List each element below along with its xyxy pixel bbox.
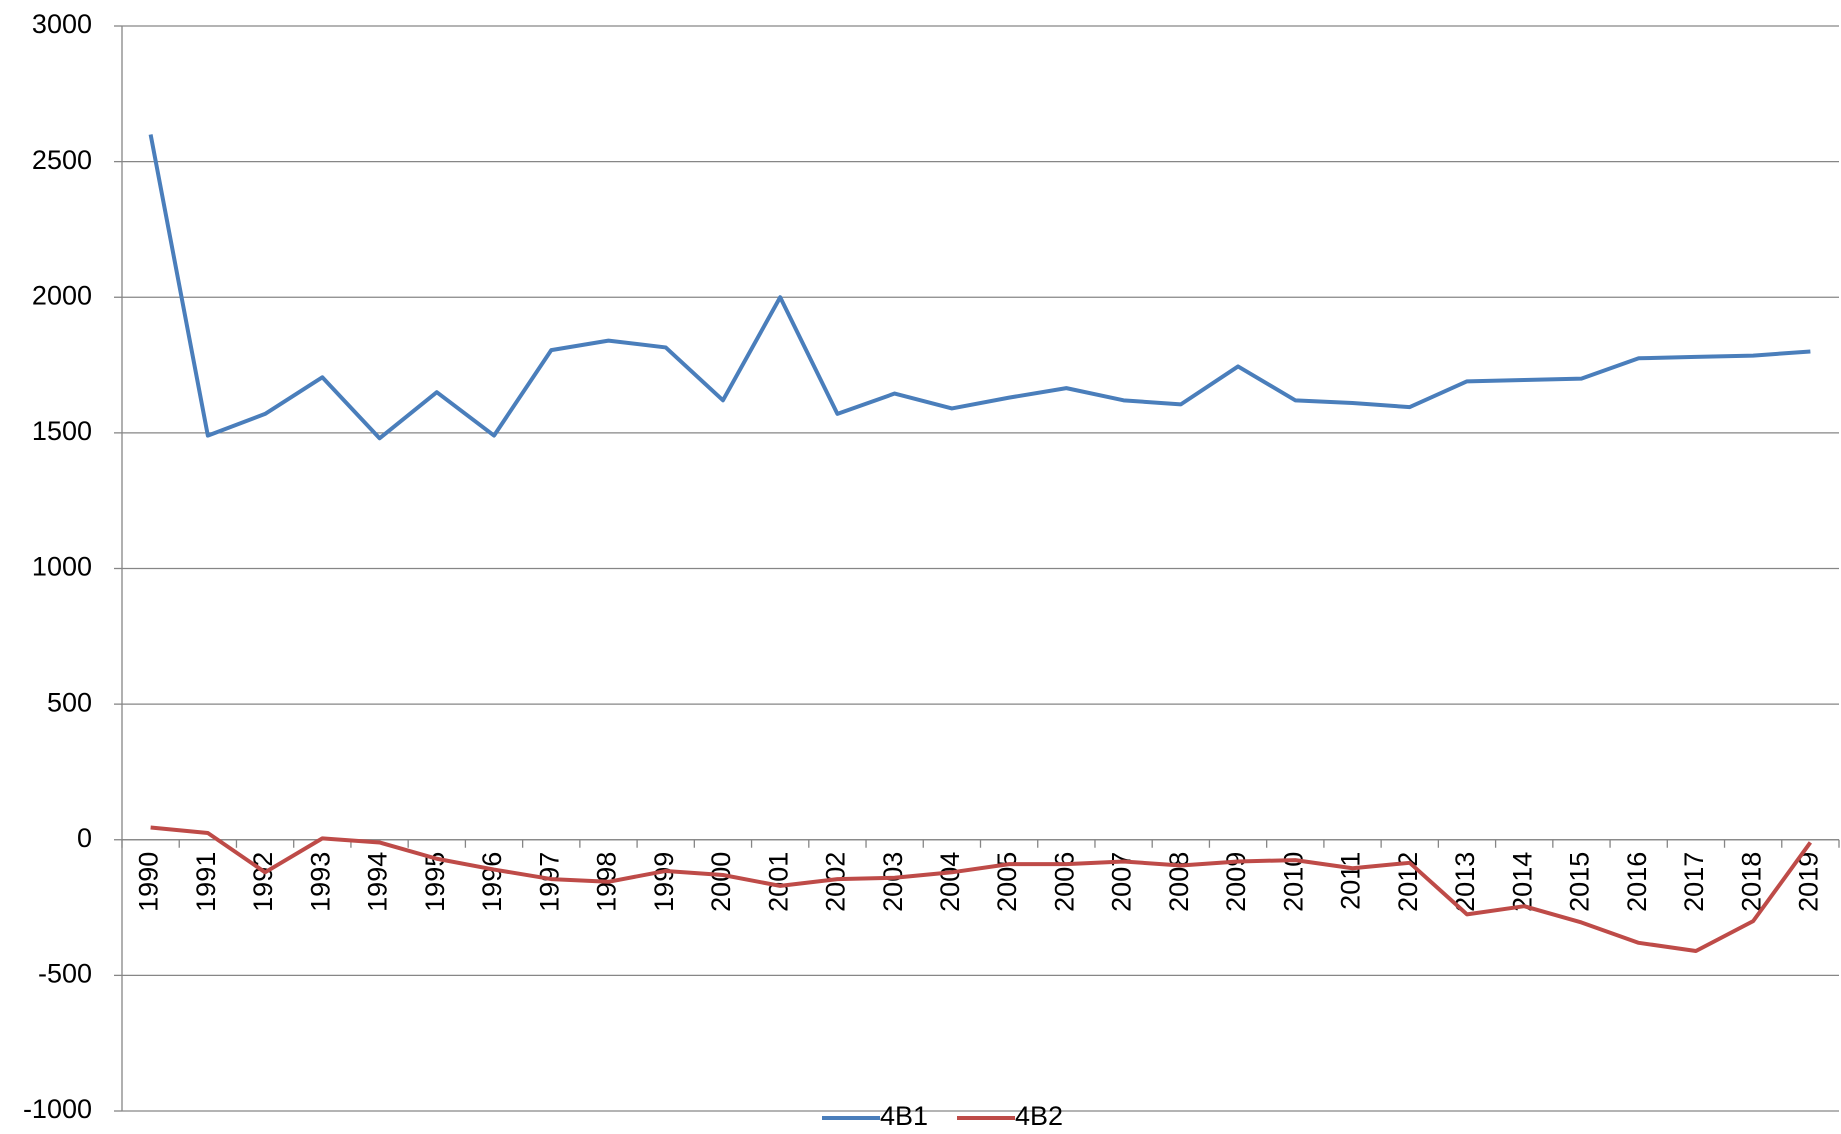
y-tick-label: 2000: [32, 280, 92, 310]
x-tick-label: 1997: [534, 852, 564, 912]
y-tick-label: 1000: [32, 552, 92, 582]
legend-label: 4B1: [880, 1101, 928, 1131]
series-line: [148, 134, 1811, 441]
x-tick-label: 2004: [935, 852, 965, 912]
x-tick-label: 2016: [1622, 852, 1652, 912]
series-line: [150, 825, 1812, 953]
x-tick-label: 1996: [477, 852, 507, 912]
x-tick-label: 2014: [1507, 852, 1537, 912]
x-tick-label: 2017: [1679, 852, 1709, 912]
x-tick-label: 2006: [1049, 852, 1079, 912]
x-tick-label: 2012: [1393, 852, 1423, 912]
x-tick-label: 2011: [1336, 852, 1366, 910]
x-tick-label: 2000: [706, 852, 736, 912]
y-tick-label: 1500: [32, 416, 92, 446]
y-tick-label: -1000: [23, 1094, 92, 1124]
x-tick-label: 1990: [134, 852, 164, 912]
x-tick-label: 1999: [649, 852, 679, 912]
y-tick-label: 3000: [32, 9, 92, 39]
x-tick-label: 2003: [878, 852, 908, 912]
x-tick-label: 1993: [305, 852, 335, 912]
y-tick-label: -500: [38, 959, 92, 989]
y-tick-label: 0: [77, 823, 92, 853]
x-tick-label: 1991: [191, 852, 221, 912]
y-tick-label: 500: [47, 687, 92, 717]
legend-label: 4B2: [1015, 1101, 1063, 1131]
x-tick-label: 2018: [1736, 852, 1766, 912]
x-tick-label: 1994: [363, 852, 393, 912]
x-tick-label: 2015: [1565, 852, 1595, 912]
x-tick-label: 2005: [992, 852, 1022, 912]
x-tick-label: 1992: [248, 852, 278, 912]
y-tick-label: 2500: [32, 145, 92, 175]
x-tick-label: 2008: [1164, 852, 1194, 912]
